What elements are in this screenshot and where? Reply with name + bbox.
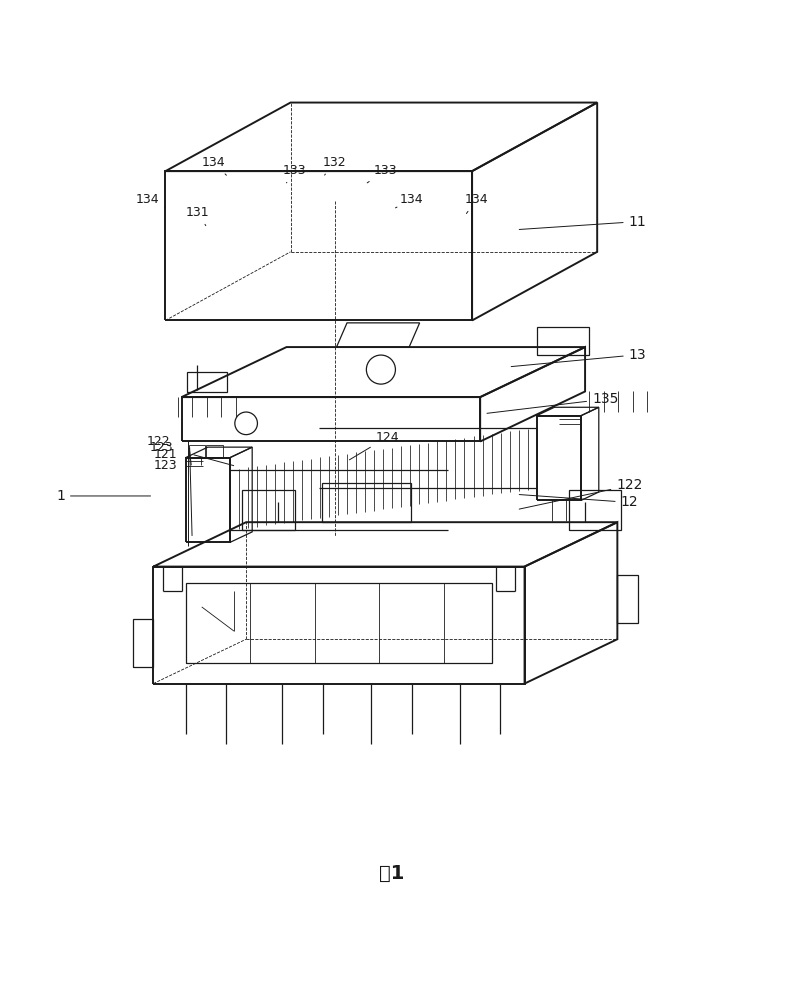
Text: 134: 134 [464,193,488,214]
Text: 133: 133 [367,164,398,183]
Polygon shape [186,583,492,663]
Text: 11: 11 [519,215,646,229]
Polygon shape [569,490,621,530]
Text: 121: 121 [153,448,178,461]
Text: 132: 132 [323,156,347,175]
Polygon shape [537,407,599,416]
Text: 12: 12 [519,495,638,509]
Polygon shape [525,522,617,684]
Text: 1: 1 [56,489,151,503]
Text: 134: 134 [136,193,165,208]
Text: 134: 134 [395,193,424,208]
Polygon shape [337,323,420,347]
Polygon shape [230,447,252,542]
Polygon shape [322,483,411,522]
Polygon shape [153,567,525,684]
Polygon shape [207,445,223,458]
Polygon shape [537,416,581,500]
Polygon shape [133,619,153,667]
Text: 124: 124 [349,431,399,460]
Polygon shape [617,575,638,623]
Text: 122: 122 [519,478,642,509]
Text: 134: 134 [202,156,227,175]
Text: 131: 131 [186,206,210,226]
Polygon shape [480,347,585,441]
Text: 图1: 图1 [378,864,404,883]
Text: 122: 122 [147,435,171,448]
Polygon shape [537,327,589,355]
Text: 123: 123 [149,441,174,454]
Polygon shape [153,522,617,567]
Polygon shape [186,372,227,392]
Polygon shape [581,407,599,500]
Text: 13: 13 [511,348,646,367]
Text: 133: 133 [282,164,307,183]
Polygon shape [189,445,205,458]
Polygon shape [182,397,480,441]
Text: 135: 135 [487,392,618,413]
Polygon shape [182,347,585,397]
Polygon shape [472,103,597,320]
Polygon shape [242,490,295,530]
Polygon shape [186,458,230,542]
Polygon shape [186,447,252,458]
Polygon shape [165,103,597,171]
Polygon shape [165,171,472,320]
Text: 123: 123 [153,459,178,472]
